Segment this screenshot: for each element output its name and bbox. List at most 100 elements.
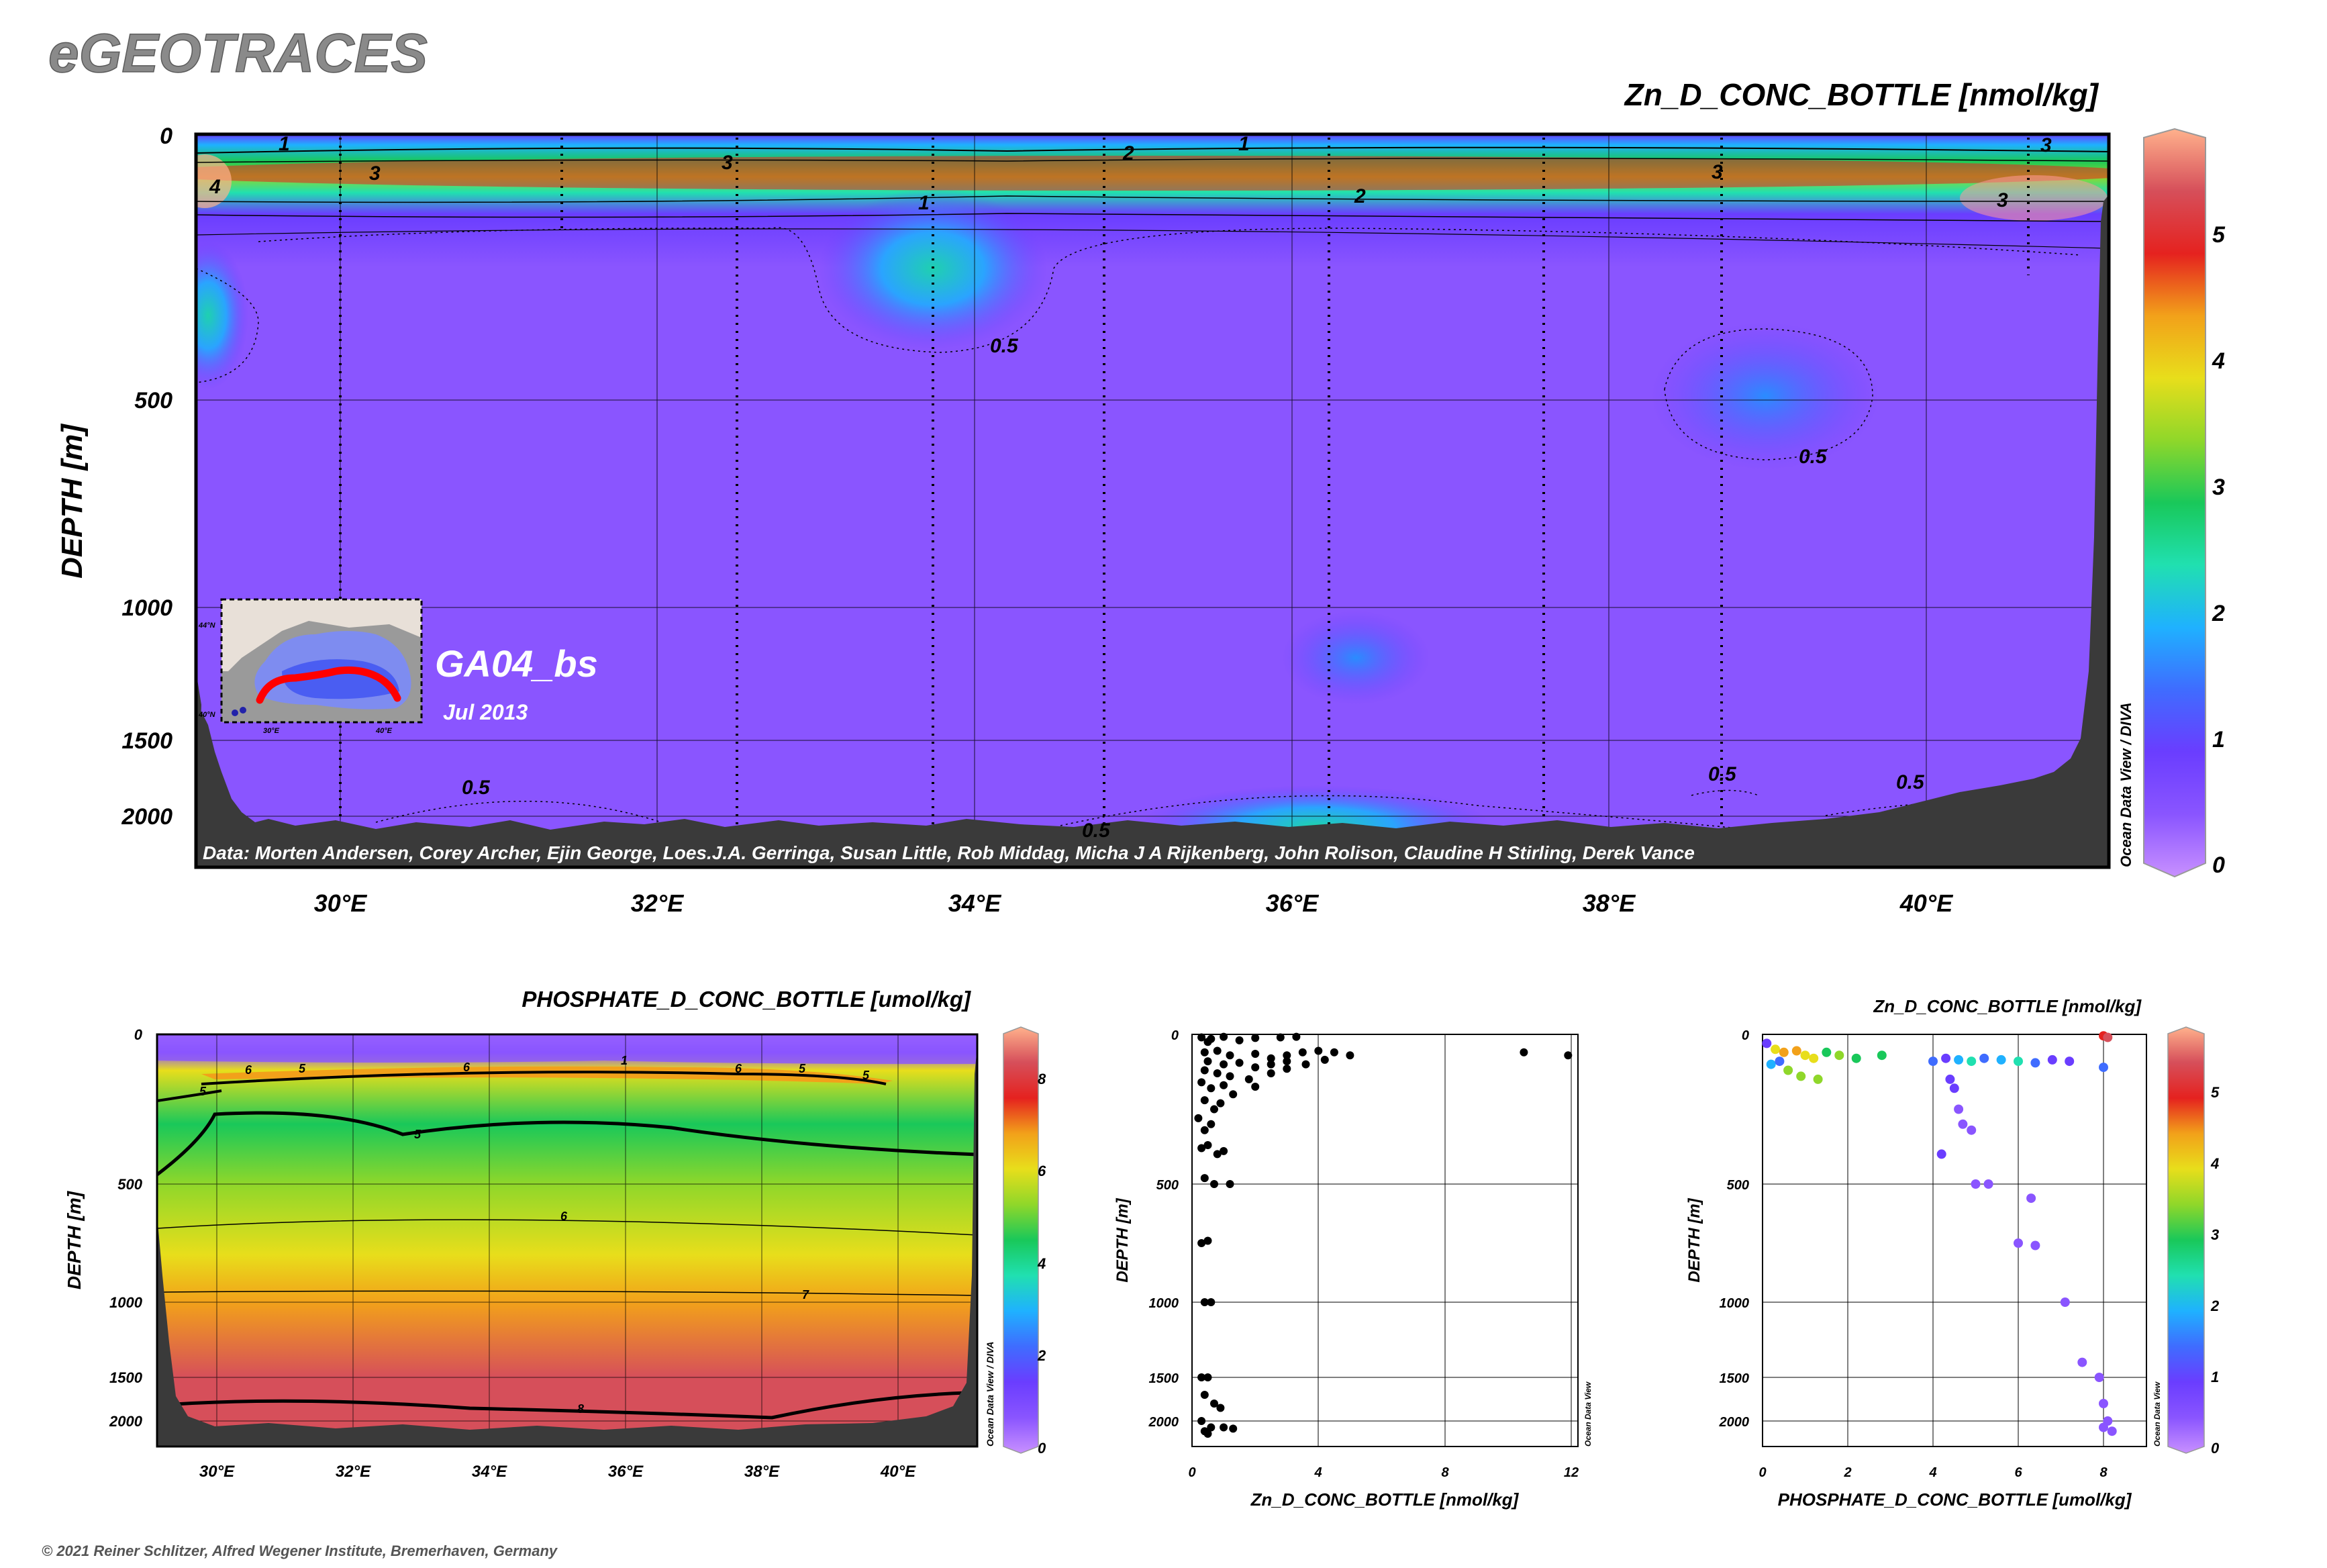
inset-station-dot: [240, 707, 246, 714]
zn-west-maximum: [196, 154, 232, 208]
phosphate-x-ticks: 30°E 32°E 34°E 36°E 38°E 40°E: [199, 1463, 916, 1481]
zn-scatter-points: [1194, 1032, 1573, 1438]
main-y-ticks: 0 500 1000 1500 2000: [121, 124, 172, 830]
inset-lon-label: 40°E: [375, 727, 393, 735]
scatter-point: [1229, 1424, 1238, 1433]
scatter-point: [1320, 1055, 1329, 1064]
y-tick-label: 2000: [109, 1413, 143, 1430]
x-tick-label: 30°E: [314, 889, 367, 917]
scatter-point: [2094, 1373, 2104, 1382]
scatter-point: [1941, 1053, 1951, 1063]
scatter-point: [1796, 1071, 1806, 1081]
scatter-point: [1945, 1074, 1955, 1084]
scatter-point: [2026, 1193, 2036, 1204]
scatter-point: [1197, 1417, 1206, 1425]
contour-label: 5: [299, 1062, 306, 1075]
phosphate-upper-max: [201, 1066, 893, 1084]
scatter-point: [2107, 1426, 2117, 1436]
zn-deep-anomaly-2: [1282, 611, 1430, 705]
contour-label: 6: [735, 1062, 742, 1075]
colorbar-tick-label: 4: [1037, 1255, 1046, 1272]
inset-sea-shelf: [282, 659, 399, 699]
zn-scatter-x-ticks: 0 4 8 12: [1188, 1465, 1579, 1480]
scatter-point: [1967, 1125, 1977, 1135]
scatter-point: [1220, 1423, 1228, 1432]
contour-label: 0.5: [1082, 820, 1111, 842]
zn-field: [196, 134, 2109, 867]
inset-lon-label: 30°E: [263, 727, 280, 735]
scatter-point: [1809, 1053, 1819, 1063]
phosphate-plot-frame: [156, 1033, 979, 1448]
main-plot-frame: [194, 132, 2111, 869]
scatter-point: [1936, 1149, 1946, 1159]
scatter-point: [1283, 1051, 1291, 1060]
zn-scatter-grid: [1192, 1034, 1578, 1447]
main-chart-title: Zn_D_CONC_BOTTLE [nmol/kg]: [1624, 77, 2099, 112]
contour-dotted: [258, 227, 2081, 353]
contour-label: 5: [862, 1069, 870, 1082]
colorbar-tick-label: 4: [2210, 1155, 2219, 1172]
main-grid: [196, 134, 2109, 867]
scatter-point: [2047, 1055, 2057, 1065]
scatter-point: [1800, 1050, 1810, 1061]
contour-label: 3: [1997, 189, 2008, 211]
main-contour-labels: 1 3 4 3 3 1 2 1 2 3 3 2 0.5 0.5 0.5 0.5 …: [209, 133, 2052, 842]
scatter-point: [1213, 1069, 1222, 1077]
cruise-track: [256, 666, 401, 704]
scatter-point: [1203, 1236, 1212, 1245]
scatter-point: [1207, 1084, 1216, 1093]
colorbar-tick-label: 1: [2211, 1369, 2219, 1385]
contour-label: 3: [2040, 134, 2052, 156]
scatter-point: [1283, 1057, 1291, 1066]
scatter-point: [1244, 1075, 1253, 1083]
pz-colorbar-body: [2167, 1026, 2205, 1454]
scatter-point: [1928, 1057, 1938, 1067]
scatter-point: [1207, 1298, 1216, 1306]
scatter-point: [1200, 1391, 1209, 1399]
scatter-point: [1954, 1104, 1964, 1114]
x-tick-label: 4: [1314, 1465, 1322, 1480]
scatter-point: [1564, 1051, 1573, 1060]
copyright-footer: © 2021 Reiner Schlitzer, Alfred Wegener …: [42, 1542, 558, 1559]
y-tick-label: 0: [1171, 1028, 1179, 1043]
scatter-point: [1301, 1060, 1310, 1069]
scatter-point: [1762, 1038, 1772, 1048]
scatter-point: [1220, 1060, 1228, 1069]
scatter-point: [1520, 1048, 1528, 1057]
contour-label: 6: [245, 1063, 252, 1077]
contour-label: 1: [621, 1054, 628, 1067]
main-colorbar: 0 1 2 3 4 5: [2143, 128, 2226, 878]
x-tick-label: 12: [1564, 1465, 1579, 1480]
contour-label: 0.5: [1799, 446, 1828, 468]
y-tick-label: 500: [1156, 1178, 1179, 1193]
contour-label: 6: [560, 1210, 568, 1223]
scatter-point: [1791, 1046, 1801, 1056]
zn-scatter-y-axis-label: DEPTH [m]: [1113, 1197, 1132, 1282]
scatter-point: [1771, 1044, 1781, 1055]
contour-label: 0.5: [462, 777, 491, 799]
scatter-point: [1213, 1150, 1222, 1159]
scatter-point: [1851, 1053, 1861, 1063]
scatter-point: [1949, 1083, 1959, 1093]
x-tick-label: 0: [1759, 1465, 1766, 1480]
phosphate-colorbar: 0 2 4 6 8: [1003, 1026, 1046, 1457]
scatter-point: [1203, 1141, 1212, 1149]
scatter-point: [1267, 1060, 1275, 1069]
inset-lat-label: 40°N: [198, 711, 216, 719]
x-tick-label: 4: [1928, 1465, 1936, 1480]
scatter-point: [1229, 1090, 1238, 1099]
phosphate-grid: [157, 1034, 977, 1447]
pz-scatter-title: Zn_D_CONC_BOTTLE [nmol/kg]: [1873, 996, 2142, 1016]
scatter-point: [1197, 1078, 1206, 1087]
pz-scatter-x-ticks: 0 2 4 6 8: [1759, 1465, 2108, 1480]
scatter-point: [1197, 1239, 1206, 1247]
contour-line: [196, 195, 2109, 203]
zn-high-band: [196, 156, 2109, 191]
scatter-point: [1226, 1072, 1234, 1081]
y-tick-label: 1000: [109, 1294, 143, 1311]
scatter-point: [1220, 1146, 1228, 1155]
y-tick-label: 2000: [121, 804, 172, 830]
scatter-point: [2014, 1238, 2023, 1248]
scatter-point: [1267, 1054, 1275, 1063]
